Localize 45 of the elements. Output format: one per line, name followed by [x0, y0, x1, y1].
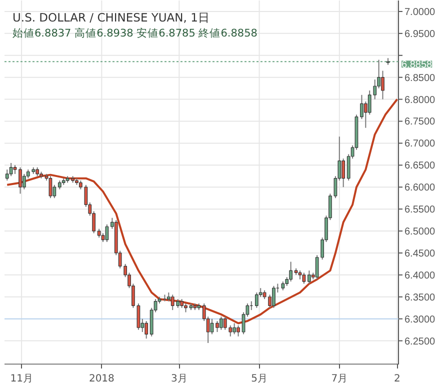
text: 始値6.8837 高値6.8938 安値6.8785 終値6.8858 [12, 26, 258, 40]
y-tick-label: 6.3000 [404, 314, 436, 326]
x-tick-label: 7月 [331, 374, 348, 384]
candlestick [315, 254, 319, 280]
y-tick-label: 6.4500 [404, 248, 436, 260]
text: U.S. DOLLAR / CHINESE YUAN, 1日 [12, 10, 210, 24]
x-tick-label: 3月 [170, 374, 188, 384]
x-tick-label: 11月 [10, 374, 33, 384]
candlestick [220, 316, 223, 330]
y-tick-label: 6.8500 [404, 72, 436, 84]
candlestick [144, 320, 148, 340]
y-tick-label: 6.6500 [404, 160, 436, 172]
candlestick [232, 322, 236, 335]
candlestick [342, 158, 346, 188]
y-tick-label: 6.9500 [404, 28, 436, 40]
candlestick [22, 173, 26, 190]
candlestick [105, 224, 109, 242]
candlestick [18, 166, 22, 194]
candlestick [228, 324, 232, 337]
y-tick-label: 6.6000 [404, 182, 436, 194]
candlestick [216, 320, 219, 333]
x-tick-label: 2 [394, 374, 400, 384]
x-tick-label: 5月 [251, 374, 268, 384]
candlestick [368, 90, 372, 116]
candlestick [223, 316, 227, 330]
y-tick-label: 6.7000 [404, 138, 436, 150]
line-series [6, 98, 398, 324]
y-tick-label: 6.5000 [404, 226, 436, 238]
candlestick [373, 79, 377, 100]
candlestick [302, 272, 306, 284]
candlestick [210, 318, 214, 335]
y-tick-label: 6.5500 [404, 204, 436, 216]
y-tick-label: 7.0000 [404, 6, 436, 18]
y-tick-label: 6.2500 [404, 336, 436, 348]
x-tick-label: 2018 [88, 374, 114, 384]
candlestick [236, 324, 240, 337]
candlestick [9, 162, 13, 177]
candlestick [308, 270, 311, 284]
y-tick-label: 6.7500 [404, 116, 436, 128]
y-tick-label: 6.4000 [404, 270, 436, 282]
y-tick-label: 6.8000 [404, 94, 436, 106]
candlestick [272, 285, 276, 308]
candlestick [254, 292, 258, 308]
y-tick-label: 6.3500 [404, 292, 436, 304]
candlestick [289, 261, 292, 282]
